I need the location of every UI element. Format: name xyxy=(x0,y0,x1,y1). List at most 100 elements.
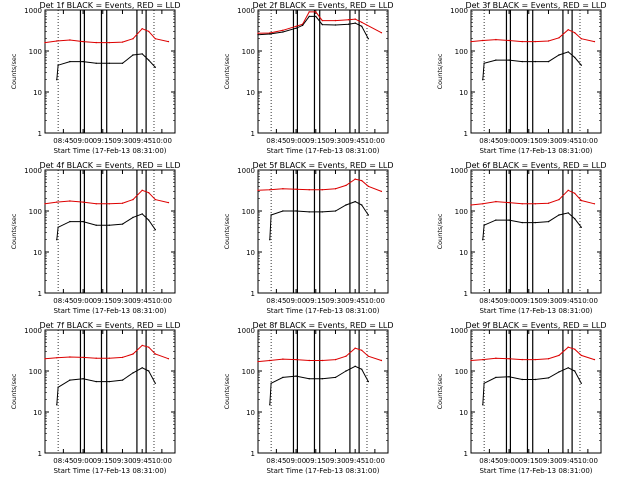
data-point-lld xyxy=(580,199,582,202)
series-line-events xyxy=(482,367,582,405)
data-point-lld xyxy=(257,360,259,363)
panel-title: Det 8f BLACK = Events, RED = LLD xyxy=(252,321,393,330)
data-point-lld xyxy=(132,198,134,201)
y-tick-label: 1 xyxy=(38,450,42,458)
data-point-lld xyxy=(547,202,550,204)
panel-title: Det 2f BLACK = Events, RED = LLD xyxy=(252,1,393,10)
data-point-lld xyxy=(308,11,310,13)
data-point-events xyxy=(132,372,134,374)
series-line-events xyxy=(482,51,582,80)
x-tick-label: 09:15 xyxy=(93,457,113,465)
data-point-events xyxy=(148,370,150,372)
x-axis-label: Start Time (17-Feb-13 08:31:00) xyxy=(479,147,592,155)
data-point-events xyxy=(154,382,156,384)
x-tick-label: 09:30 xyxy=(325,297,345,305)
data-point-lld xyxy=(567,29,569,31)
data-point-lld xyxy=(121,202,124,204)
series-line-events xyxy=(56,367,156,405)
data-point-lld xyxy=(367,355,369,357)
data-point-lld xyxy=(334,19,337,22)
data-point-events xyxy=(57,64,59,66)
plot-frame xyxy=(470,329,602,454)
data-point-lld xyxy=(521,203,523,205)
data-point-events xyxy=(56,404,58,406)
x-axis-label: Start Time (17-Feb-13 08:31:00) xyxy=(266,467,379,475)
x-axis-label: Start Time (17-Feb-13 08:31:00) xyxy=(53,467,166,475)
x-tick-label: 09:00 xyxy=(499,297,519,305)
x-tick-label: 09:00 xyxy=(73,457,93,465)
x-tick-label: 09:00 xyxy=(499,137,519,145)
data-point-events xyxy=(482,239,484,241)
data-point-lld xyxy=(345,355,347,357)
data-point-events xyxy=(56,79,58,81)
y-tick-label: 1000 xyxy=(24,7,42,15)
x-tick-label: 08:45 xyxy=(266,137,286,145)
data-point-events xyxy=(558,371,560,373)
data-point-events xyxy=(534,221,536,224)
plot-frame xyxy=(470,9,602,134)
x-tick-label: 10:00 xyxy=(365,137,385,145)
data-point-lld xyxy=(315,11,317,13)
data-point-events xyxy=(269,239,271,241)
x-tick-label: 09:30 xyxy=(538,137,558,145)
data-point-events xyxy=(547,220,550,223)
data-point-events xyxy=(121,379,124,381)
data-point-lld xyxy=(580,38,582,40)
data-point-events xyxy=(295,375,297,377)
data-point-events xyxy=(367,380,369,383)
y-tick-label: 10 xyxy=(33,409,42,417)
x-tick-label: 09:30 xyxy=(538,297,558,305)
data-point-events xyxy=(321,211,323,213)
data-point-events xyxy=(521,221,523,224)
x-tick-label: 09:15 xyxy=(93,137,113,145)
detector-panel-9: Det 9f BLACK = Events, RED = LLD 1 10 100 10… xyxy=(436,321,607,475)
x-tick-label: 09:30 xyxy=(325,137,345,145)
data-point-events xyxy=(567,51,569,53)
plot-frame xyxy=(257,9,389,134)
data-point-events xyxy=(574,370,576,372)
x-tick-label: 09:30 xyxy=(325,457,345,465)
data-point-events xyxy=(295,27,297,29)
x-axis-label: Start Time (17-Feb-13 08:31:00) xyxy=(266,307,379,315)
data-point-lld xyxy=(495,200,497,203)
x-tick-label: 09:45 xyxy=(132,137,152,145)
data-point-lld xyxy=(141,189,143,191)
data-point-lld xyxy=(44,41,46,44)
y-tick-label: 1 xyxy=(251,450,255,458)
data-point-events xyxy=(483,62,485,64)
data-point-events xyxy=(521,60,523,63)
data-point-lld xyxy=(141,344,143,347)
data-point-events xyxy=(148,219,150,221)
data-point-lld xyxy=(308,189,310,191)
data-point-events xyxy=(367,38,369,40)
y-axis-label: Counts/sec xyxy=(436,213,444,249)
y-axis-label: Counts/sec xyxy=(436,53,444,89)
x-tick-label: 09:15 xyxy=(519,297,539,305)
data-point-events xyxy=(82,220,84,223)
data-point-events xyxy=(482,79,484,81)
data-point-lld xyxy=(82,40,84,43)
data-point-events xyxy=(308,378,310,380)
data-point-lld xyxy=(558,37,560,39)
data-point-events xyxy=(69,60,71,63)
data-point-lld xyxy=(95,203,97,205)
data-point-events xyxy=(482,404,484,406)
data-point-lld xyxy=(154,353,156,355)
detector-panel-8: Det 8f BLACK = Events, RED = LLD 1 10 100 10… xyxy=(223,321,394,475)
data-point-events xyxy=(154,229,156,231)
data-point-events xyxy=(308,211,310,213)
data-point-lld xyxy=(269,359,271,362)
data-point-events xyxy=(534,378,536,381)
panel-title: Det 4f BLACK = Events, RED = LLD xyxy=(39,161,180,170)
x-tick-label: 09:45 xyxy=(132,297,152,305)
data-point-events xyxy=(483,224,485,226)
x-axis-label: Start Time (17-Feb-13 08:31:00) xyxy=(479,467,592,475)
data-point-events xyxy=(345,370,347,372)
data-point-lld xyxy=(495,357,497,359)
y-tick-label: 1000 xyxy=(450,327,468,335)
y-tick-label: 100 xyxy=(455,368,468,376)
data-point-lld xyxy=(82,356,84,359)
x-tick-label: 08:45 xyxy=(53,457,73,465)
data-point-events xyxy=(148,59,150,61)
data-point-events xyxy=(108,224,111,226)
